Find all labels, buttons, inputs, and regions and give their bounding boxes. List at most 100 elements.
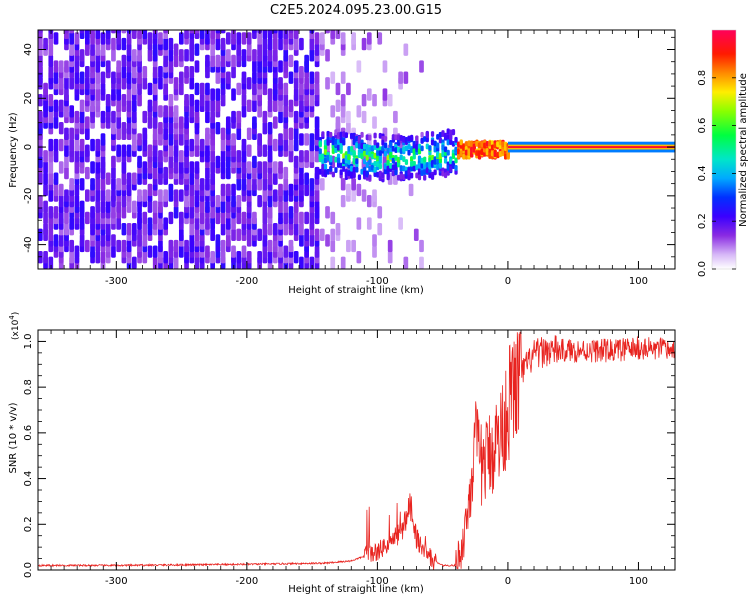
heat-cell bbox=[48, 138, 54, 152]
carrier-cell bbox=[404, 159, 409, 166]
heat-cell bbox=[38, 155, 43, 169]
heat-cell bbox=[205, 217, 210, 230]
heat-cell bbox=[398, 217, 403, 230]
heat-cell bbox=[299, 256, 304, 269]
heat-cell bbox=[53, 138, 59, 152]
x-tick-label: -100 bbox=[366, 576, 389, 587]
heat-cell bbox=[178, 82, 184, 96]
carrier-cell bbox=[383, 163, 388, 170]
heat-cell bbox=[100, 234, 106, 247]
carrier-cell bbox=[334, 167, 338, 173]
heat-cell bbox=[304, 228, 309, 241]
heat-cell bbox=[163, 251, 169, 264]
heat-cell bbox=[69, 43, 75, 56]
carrier-cell bbox=[425, 167, 429, 174]
heat-cell bbox=[168, 49, 174, 62]
heat-cell bbox=[231, 217, 236, 230]
heat-cell bbox=[283, 49, 289, 62]
carrier-cell bbox=[376, 156, 380, 163]
carrier-cell bbox=[428, 172, 432, 179]
heat-cell bbox=[225, 217, 231, 230]
carrier-cell bbox=[368, 134, 372, 141]
carrier-cell bbox=[383, 150, 388, 157]
heat-cell bbox=[288, 30, 294, 34]
heat-cell bbox=[241, 138, 247, 152]
heat-cell bbox=[147, 183, 153, 197]
heat-cell bbox=[53, 172, 59, 185]
carrier-cell bbox=[336, 162, 341, 168]
heat-cell bbox=[293, 110, 299, 124]
carrier-cell bbox=[360, 148, 364, 154]
heat-cell bbox=[142, 30, 148, 40]
carrier-cell bbox=[355, 166, 359, 173]
heat-cell bbox=[356, 60, 362, 73]
carrier-cell bbox=[331, 139, 335, 146]
carrier-cell bbox=[368, 146, 372, 153]
carrier-cell bbox=[459, 139, 463, 146]
heat-cell bbox=[278, 245, 283, 258]
carrier-cell bbox=[454, 157, 458, 164]
snr-frame bbox=[37, 329, 676, 571]
heat-cell bbox=[372, 116, 377, 129]
heat-cell bbox=[236, 251, 242, 264]
heat-cell bbox=[69, 127, 75, 140]
heat-cell bbox=[58, 60, 64, 73]
heat-cell bbox=[215, 234, 221, 247]
colorbar-frame bbox=[711, 29, 737, 270]
carrier-cell bbox=[329, 166, 333, 172]
heat-cell bbox=[116, 217, 122, 230]
heat-cell bbox=[43, 37, 48, 51]
heat-cell bbox=[84, 30, 90, 34]
heat-cell bbox=[111, 37, 116, 51]
x-tick-label: 100 bbox=[629, 576, 648, 587]
heat-cell bbox=[293, 200, 299, 213]
heat-cell bbox=[262, 161, 268, 174]
heat-cell bbox=[163, 105, 169, 118]
carrier-cell bbox=[480, 141, 484, 147]
heat-cell bbox=[126, 43, 132, 56]
carrier-cell bbox=[443, 146, 448, 153]
heat-cell bbox=[387, 239, 393, 253]
carrier-cell bbox=[326, 168, 330, 175]
heat-cell bbox=[210, 206, 216, 219]
heat-cell bbox=[137, 189, 142, 202]
heat-cell bbox=[48, 65, 54, 79]
heat-cell bbox=[158, 189, 163, 202]
heat-cell bbox=[121, 161, 127, 174]
carrier-cell bbox=[412, 160, 416, 167]
heat-cell bbox=[100, 251, 106, 264]
x-tick-label: 0 bbox=[505, 576, 511, 587]
carrier-cell bbox=[378, 170, 382, 177]
heat-cell bbox=[131, 99, 137, 112]
carrier-cell bbox=[410, 165, 414, 172]
heat-cell bbox=[58, 194, 64, 208]
heat-cell bbox=[84, 144, 90, 157]
heat-cell bbox=[283, 105, 289, 118]
carrier-cell bbox=[381, 172, 385, 179]
heat-cell bbox=[116, 200, 122, 213]
heat-cell bbox=[152, 256, 158, 269]
heat-cell bbox=[252, 116, 257, 129]
carrier-cell bbox=[412, 148, 416, 155]
carrier-cell bbox=[336, 132, 341, 139]
heat-cell bbox=[372, 245, 377, 258]
heat-cell bbox=[137, 155, 142, 169]
heat-cell bbox=[220, 161, 226, 174]
heat-cell bbox=[278, 161, 283, 174]
heat-cell bbox=[111, 178, 116, 191]
heat-cell bbox=[105, 223, 111, 236]
heat-cell bbox=[111, 122, 116, 135]
heat-cell bbox=[142, 65, 148, 79]
carrier-cell bbox=[394, 162, 398, 168]
heat-cell bbox=[241, 49, 247, 62]
heat-cell bbox=[126, 88, 132, 101]
carrier-cell bbox=[363, 170, 367, 177]
heat-cell bbox=[283, 127, 289, 140]
carrier-cell bbox=[326, 130, 330, 137]
carrier-cell bbox=[389, 152, 393, 158]
heat-cell bbox=[137, 49, 142, 62]
heat-cell bbox=[205, 200, 210, 213]
heat-cell bbox=[100, 178, 106, 191]
carrier-cell bbox=[334, 156, 338, 163]
heat-cell bbox=[137, 228, 142, 241]
